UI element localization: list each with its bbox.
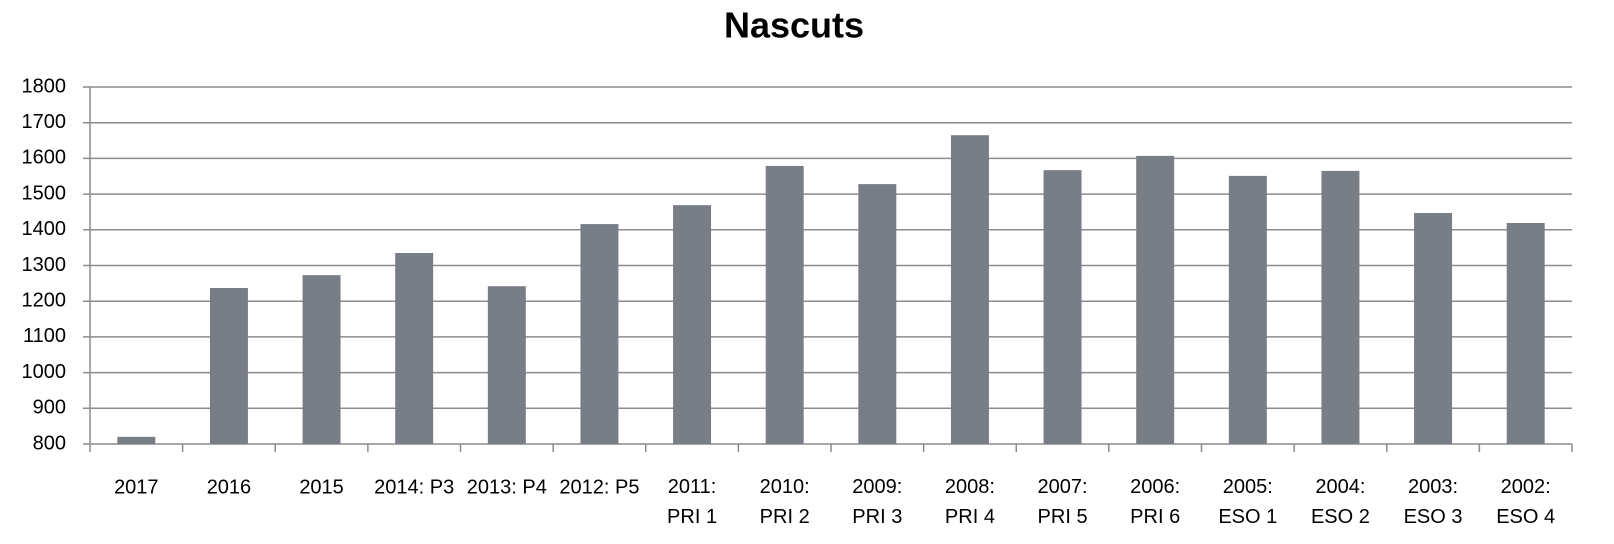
bar <box>673 205 712 444</box>
x-tick-label: 2002: ESO 4 <box>1496 476 1555 528</box>
x-tick-label: 2013: P4 <box>467 476 547 498</box>
bar <box>1136 155 1175 444</box>
x-tick-label: 2007: PRI 5 <box>1038 476 1088 528</box>
bar <box>950 135 989 444</box>
bar <box>117 436 156 444</box>
x-tick-label: 2004: ESO 2 <box>1311 476 1370 528</box>
x-tick-label: 2005: ESO 1 <box>1218 476 1277 528</box>
bar <box>858 184 897 444</box>
bar <box>1228 175 1267 444</box>
y-tick-label: 1700 <box>22 111 67 133</box>
bar <box>1414 213 1453 444</box>
y-tick-label: 1400 <box>22 218 67 240</box>
bar <box>580 224 619 444</box>
y-tick-label: 1600 <box>22 147 67 169</box>
y-tick-label: 800 <box>33 432 66 454</box>
y-tick-label: 1800 <box>22 75 67 97</box>
x-tick-label: 2014: P3 <box>374 476 454 498</box>
bar <box>302 275 341 444</box>
x-tick-label: 2003: ESO 3 <box>1404 476 1463 528</box>
x-tick-label: 2016 <box>207 476 252 498</box>
bar <box>487 286 526 444</box>
x-tick-label: 2017 <box>114 476 159 498</box>
x-tick-label: 2011: PRI 1 <box>667 476 717 528</box>
y-tick-label: 1200 <box>22 289 67 311</box>
x-tick-label: 2006: PRI 6 <box>1130 476 1180 528</box>
x-tick-label: 2015 <box>299 476 344 498</box>
bar <box>1506 223 1545 444</box>
bar <box>1321 170 1360 444</box>
x-tick-label: 2012: P5 <box>559 476 639 498</box>
bar <box>765 165 804 444</box>
y-tick-label: 900 <box>33 397 66 419</box>
bar <box>209 287 248 444</box>
x-tick-label: 2009: PRI 3 <box>852 476 902 528</box>
y-tick-label: 1500 <box>22 182 67 204</box>
chart-title: Nascuts <box>724 5 864 46</box>
y-tick-label: 1100 <box>23 325 66 347</box>
bar <box>395 253 434 444</box>
x-tick-label: 2010: PRI 2 <box>760 476 810 528</box>
bar <box>1043 170 1082 444</box>
y-tick-label: 1300 <box>22 254 67 276</box>
x-tick-label: 2008: PRI 4 <box>945 476 995 528</box>
y-tick-label: 1000 <box>22 361 67 383</box>
